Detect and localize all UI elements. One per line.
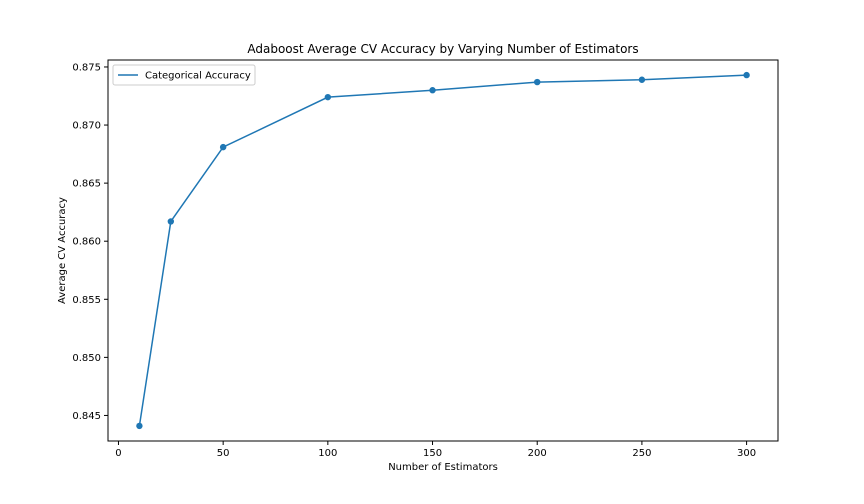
- plot-area: [107, 59, 779, 442]
- data-point: [167, 218, 175, 225]
- y-tick-label: 0.865: [72, 179, 101, 190]
- chart-title: Adaboost Average CV Accuracy by Varying …: [247, 42, 638, 56]
- data-point: [638, 76, 646, 83]
- x-axis-label: Number of Estimators: [388, 462, 498, 473]
- y-tick-label: 0.860: [72, 237, 101, 248]
- y-axis-label: Average CV Accuracy: [57, 197, 68, 304]
- y-axis: 0.845 0.850 0.855 0.860 0.865 0.870 0.875: [72, 62, 108, 422]
- data-point: [429, 87, 436, 94]
- legend: Categorical Accuracy: [112, 64, 256, 86]
- y-tick-label: 0.845: [72, 411, 101, 422]
- series-layer: [136, 71, 750, 430]
- legend-label: Categorical Accuracy: [145, 71, 251, 82]
- data-point: [534, 78, 541, 86]
- x-tick-label: 150: [423, 448, 442, 459]
- x-tick-label: 0: [115, 448, 121, 459]
- data-point: [324, 93, 332, 101]
- x-tick-label: 300: [737, 448, 756, 459]
- x-tick-label: 250: [632, 448, 651, 459]
- legend-box: [112, 64, 256, 86]
- series-line: [138, 74, 747, 427]
- x-tick-label: 100: [318, 448, 337, 459]
- x-tick-label: 50: [217, 448, 230, 459]
- x-tick-label: 200: [528, 448, 547, 459]
- data-point: [136, 422, 143, 430]
- y-tick-label: 0.870: [72, 121, 101, 132]
- data-point: [219, 143, 227, 151]
- data-point: [743, 71, 750, 79]
- x-axis: 0 50 100 150 200 250 300: [115, 441, 756, 459]
- y-tick-label: 0.850: [72, 353, 101, 364]
- y-tick-label: 0.875: [72, 62, 101, 73]
- y-tick-label: 0.855: [72, 295, 101, 306]
- plot-frame: [107, 59, 779, 442]
